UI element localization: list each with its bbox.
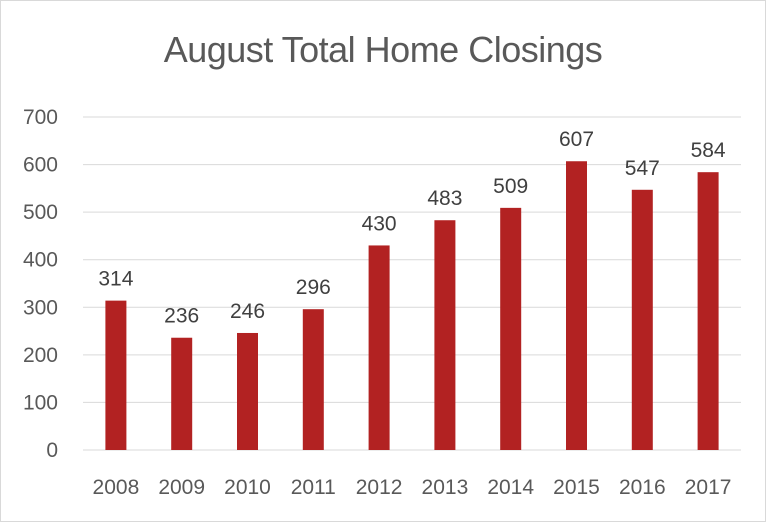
x-tick-label: 2017 bbox=[685, 476, 732, 499]
x-tick-label: 2008 bbox=[93, 476, 140, 499]
bar bbox=[697, 172, 719, 450]
data-label: 296 bbox=[296, 276, 331, 299]
data-label: 246 bbox=[230, 300, 265, 323]
data-label: 483 bbox=[427, 187, 462, 210]
data-label: 314 bbox=[98, 268, 133, 291]
bar bbox=[500, 207, 522, 450]
y-tick-label: 400 bbox=[23, 249, 58, 272]
x-tick-label: 2012 bbox=[356, 476, 403, 499]
y-tick-label: 700 bbox=[23, 106, 58, 129]
chart-title: August Total Home Closings bbox=[163, 29, 603, 70]
x-tick-label: 2011 bbox=[291, 476, 336, 499]
bar bbox=[302, 309, 324, 450]
y-tick-label: 300 bbox=[23, 296, 58, 319]
y-tick-label: 600 bbox=[23, 154, 58, 177]
gridlines bbox=[83, 116, 741, 451]
bar bbox=[105, 300, 127, 450]
bar bbox=[237, 332, 258, 450]
y-axis-ticks: 0 100 200 300 400 500 600 700 bbox=[23, 106, 58, 462]
data-labels: 314 236 246 296 430 483 509 607 547 584 bbox=[98, 128, 726, 327]
data-label: 584 bbox=[691, 139, 726, 162]
y-tick-label: 100 bbox=[23, 391, 58, 414]
data-label: 547 bbox=[625, 157, 660, 180]
x-tick-label: 2015 bbox=[553, 476, 600, 499]
data-label: 236 bbox=[164, 305, 199, 328]
x-tick-label: 2014 bbox=[487, 476, 534, 499]
bar bbox=[631, 189, 653, 450]
y-tick-label: 500 bbox=[23, 201, 58, 224]
data-label: 430 bbox=[362, 212, 397, 235]
data-label: 509 bbox=[493, 175, 528, 198]
x-axis-ticks: 2008 2009 2010 2011 2012 2013 2014 2015 2016 2017 bbox=[93, 476, 732, 499]
bar bbox=[368, 245, 390, 450]
x-tick-label: 2013 bbox=[422, 476, 469, 499]
y-tick-label: 0 bbox=[46, 439, 58, 462]
x-tick-label: 2016 bbox=[619, 476, 666, 499]
bar bbox=[434, 220, 456, 450]
bar bbox=[171, 337, 193, 450]
y-tick-label: 200 bbox=[23, 344, 58, 367]
bar bbox=[566, 161, 587, 450]
x-tick-label: 2010 bbox=[224, 476, 271, 499]
x-tick-label: 2009 bbox=[158, 476, 205, 499]
bars bbox=[105, 161, 719, 450]
data-label: 607 bbox=[559, 128, 594, 151]
